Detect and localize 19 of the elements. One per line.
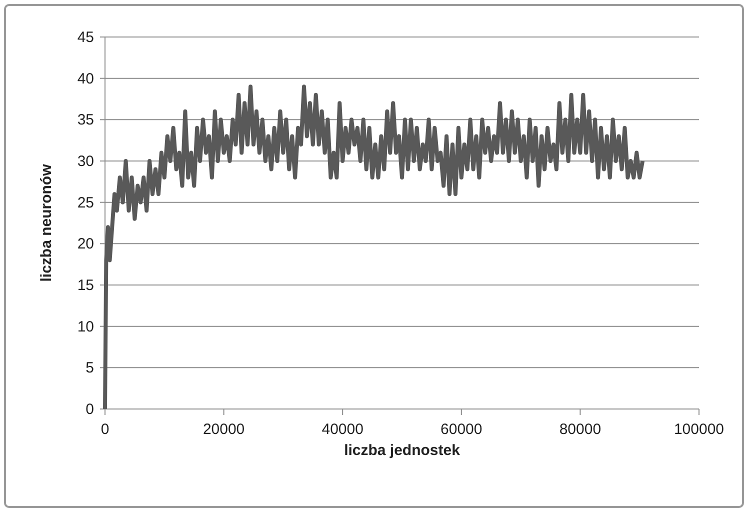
y-tick-label: 30 [77, 153, 94, 170]
y-tick-label: 15 [77, 277, 94, 294]
y-tick-label: 20 [77, 236, 94, 253]
x-tick-label: 20000 [202, 421, 245, 438]
x-tick-label: 40000 [322, 421, 364, 438]
y-tick-label: 25 [77, 194, 94, 212]
x-tick-label: 60000 [440, 421, 482, 438]
y-tick-label: 5 [86, 360, 94, 377]
y-tick-label: 45 [77, 29, 94, 46]
x-axis-title: liczba jednostek [344, 442, 461, 459]
y-axis-title: liczba neuronów [38, 164, 55, 282]
y-tick-label: 40 [77, 70, 94, 88]
x-tick-label: 0 [100, 421, 110, 438]
y-tick-label: 35 [77, 112, 94, 129]
y-tick-label: 0 [86, 401, 94, 418]
x-tick-label: 80000 [559, 421, 602, 438]
x-tick-label: 100000 [674, 421, 724, 438]
y-tick-label: 10 [77, 318, 94, 336]
line-series [103, 84, 645, 411]
